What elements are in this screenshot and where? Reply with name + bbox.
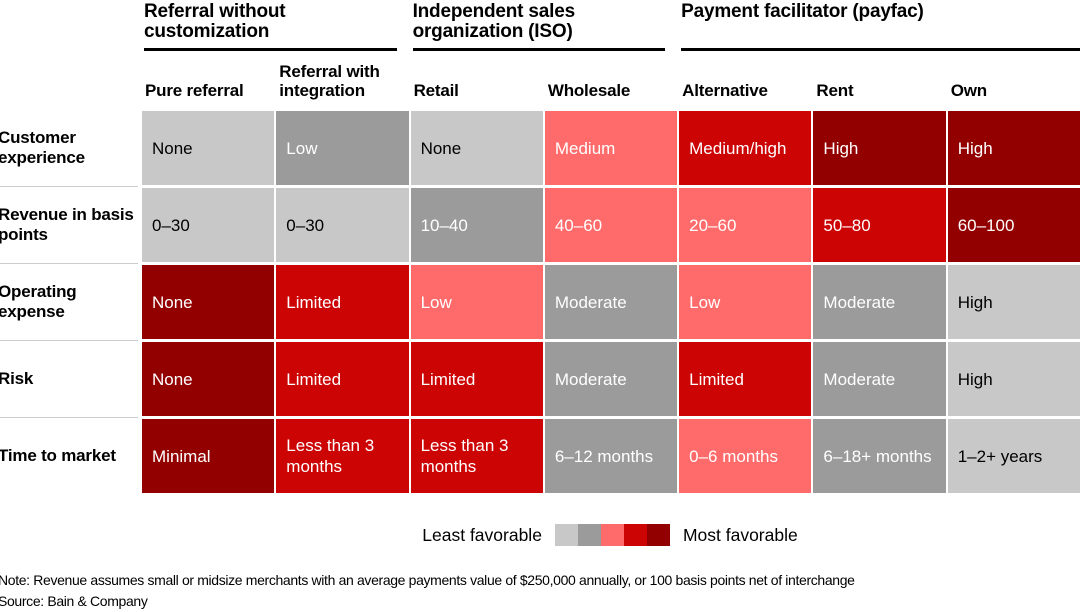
column-header-own: Own [950, 81, 987, 100]
cell-customer-experience-retail: None [410, 111, 543, 185]
cell-customer-experience-rent: High [813, 111, 946, 185]
cell-revenue-in-basis-points-own: 60–100 [947, 188, 1080, 262]
cell-operating-expense-retail: Low [410, 265, 543, 339]
note-text: Note: Revenue assumes small or midsize m… [0, 572, 855, 588]
cell-risk-retail: Limited [410, 342, 543, 416]
cell-operating-expense-rent: Moderate [813, 265, 946, 339]
column-header-referral-with-integration: Referral with integration [279, 62, 380, 100]
legend-swatch-level-3 [600, 524, 624, 546]
heatmap-body: Customer experience None Low None Medium Medi… [0, 111, 1080, 493]
cell-risk-alternative: Limited [679, 342, 812, 416]
cell-operating-expense-own: High [947, 265, 1080, 339]
cell-operating-expense-referral-with-integration: Limited [276, 265, 409, 339]
group-underline [681, 48, 1080, 51]
cell-revenue-in-basis-points-referral-with-integration: 0–30 [276, 188, 409, 262]
cell-risk-pure-referral: None [142, 342, 275, 416]
row-label-spacer [0, 2, 140, 51]
cell-operating-expense-pure-referral: None [142, 265, 275, 339]
cell-customer-experience-own: High [947, 111, 1080, 185]
row-label-operating-expense: Operating expense [0, 263, 140, 339]
cell-risk-own: High [947, 342, 1080, 416]
group-header-payment-facilitator-payfac: Payment facilitator (payfac) [679, 2, 1080, 51]
cell-time-to-market-own: 1–2+ years [947, 419, 1080, 493]
table-row-customer-experience: Customer experience None Low None Medium Medi… [0, 111, 1080, 185]
cell-time-to-market-referral-with-integration: Less than 3 months [276, 419, 409, 493]
cell-time-to-market-retail: Less than 3 months [410, 419, 543, 493]
column-header-rent: Rent [816, 81, 854, 100]
cell-revenue-in-basis-points-pure-referral: 0–30 [142, 188, 275, 262]
group-title: Referral without customization [144, 1, 286, 42]
cell-risk-referral-with-integration: Limited [276, 342, 409, 416]
legend-most-label: Most favorable [682, 524, 798, 545]
legend-swatch-level-1 [554, 524, 578, 546]
table-row-operating-expense: Operating expense None Limited Low Moderate L… [0, 263, 1080, 339]
group-title: Payment facilitator (payfac) [681, 1, 924, 22]
cell-time-to-market-wholesale: 6–12 months [544, 419, 678, 493]
cell-time-to-market-pure-referral: Minimal [142, 419, 275, 493]
favorability-legend: Least favorable Most favorable [140, 524, 1080, 546]
column-header-alternative: Alternative [682, 81, 768, 100]
cell-customer-experience-referral-with-integration: Low [276, 111, 409, 185]
row-label-time-to-market: Time to market [0, 417, 140, 493]
legend-color-scale [554, 524, 670, 546]
cell-risk-rent: Moderate [813, 342, 946, 416]
column-group-header-row: Referral without customization Independen… [0, 2, 1080, 51]
table-row-time-to-market: Time to market Minimal Less than 3 months L… [0, 417, 1080, 493]
cell-customer-experience-wholesale: Medium [544, 111, 678, 185]
footnotes: Note: Revenue assumes small or midsize m… [0, 570, 1080, 612]
table-row-risk: Risk None Limited Limited Moderate Limited Mod… [0, 340, 1080, 416]
legend-swatch-level-2 [577, 524, 601, 546]
cell-revenue-in-basis-points-rent: 50–80 [813, 188, 946, 262]
row-label-risk: Risk [0, 340, 140, 416]
row-label-customer-experience: Customer experience [0, 128, 85, 167]
cell-time-to-market-rent: 6–18+ months [813, 419, 946, 493]
cell-operating-expense-alternative: Low [679, 265, 812, 339]
table-row-revenue-in-basis-points: Revenue in basis points 0–30 0–30 10–40 40–6… [0, 186, 1080, 262]
cell-operating-expense-wholesale: Moderate [544, 265, 678, 339]
source-text: Source: Bain & Company [0, 593, 148, 609]
group-header-independent-sales-organization-iso: Independent sales organization (ISO) [411, 2, 678, 51]
cell-customer-experience-pure-referral: None [142, 111, 275, 185]
legend-swatch-level-5 [646, 524, 670, 546]
cell-time-to-market-alternative: 0–6 months [679, 419, 812, 493]
column-header-pure-referral: Pure referral [145, 81, 244, 100]
column-header-retail: Retail [413, 81, 459, 100]
group-title: Independent sales organization (ISO) [412, 1, 576, 42]
cell-risk-wholesale: Moderate [544, 342, 678, 416]
legend-least-label: Least favorable [422, 524, 542, 545]
cell-revenue-in-basis-points-retail: 10–40 [410, 188, 543, 262]
legend-swatch-level-4 [623, 524, 647, 546]
group-underline [412, 48, 666, 51]
cell-revenue-in-basis-points-alternative: 20–60 [679, 188, 812, 262]
group-underline [144, 48, 397, 51]
row-label-revenue-in-basis-points: Revenue in basis points [0, 186, 140, 262]
column-header-row: Pure referral Referral with integration Re… [0, 51, 1080, 107]
column-header-wholesale: Wholesale [547, 81, 631, 100]
cell-revenue-in-basis-points-wholesale: 40–60 [544, 188, 678, 262]
cell-customer-experience-alternative: Medium/high [679, 111, 812, 185]
group-header-referral-without-customization: Referral without customization [142, 2, 409, 51]
